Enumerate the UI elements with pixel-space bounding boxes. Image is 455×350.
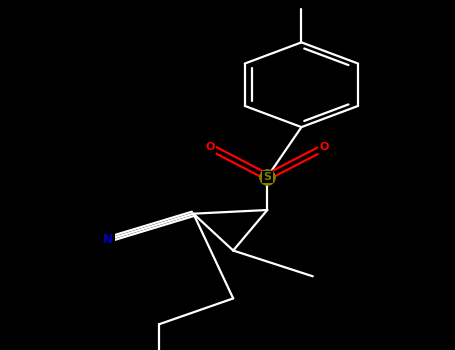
Text: O: O <box>319 142 329 152</box>
Text: O: O <box>206 142 215 152</box>
Text: S: S <box>263 172 271 182</box>
Text: N: N <box>103 233 113 246</box>
